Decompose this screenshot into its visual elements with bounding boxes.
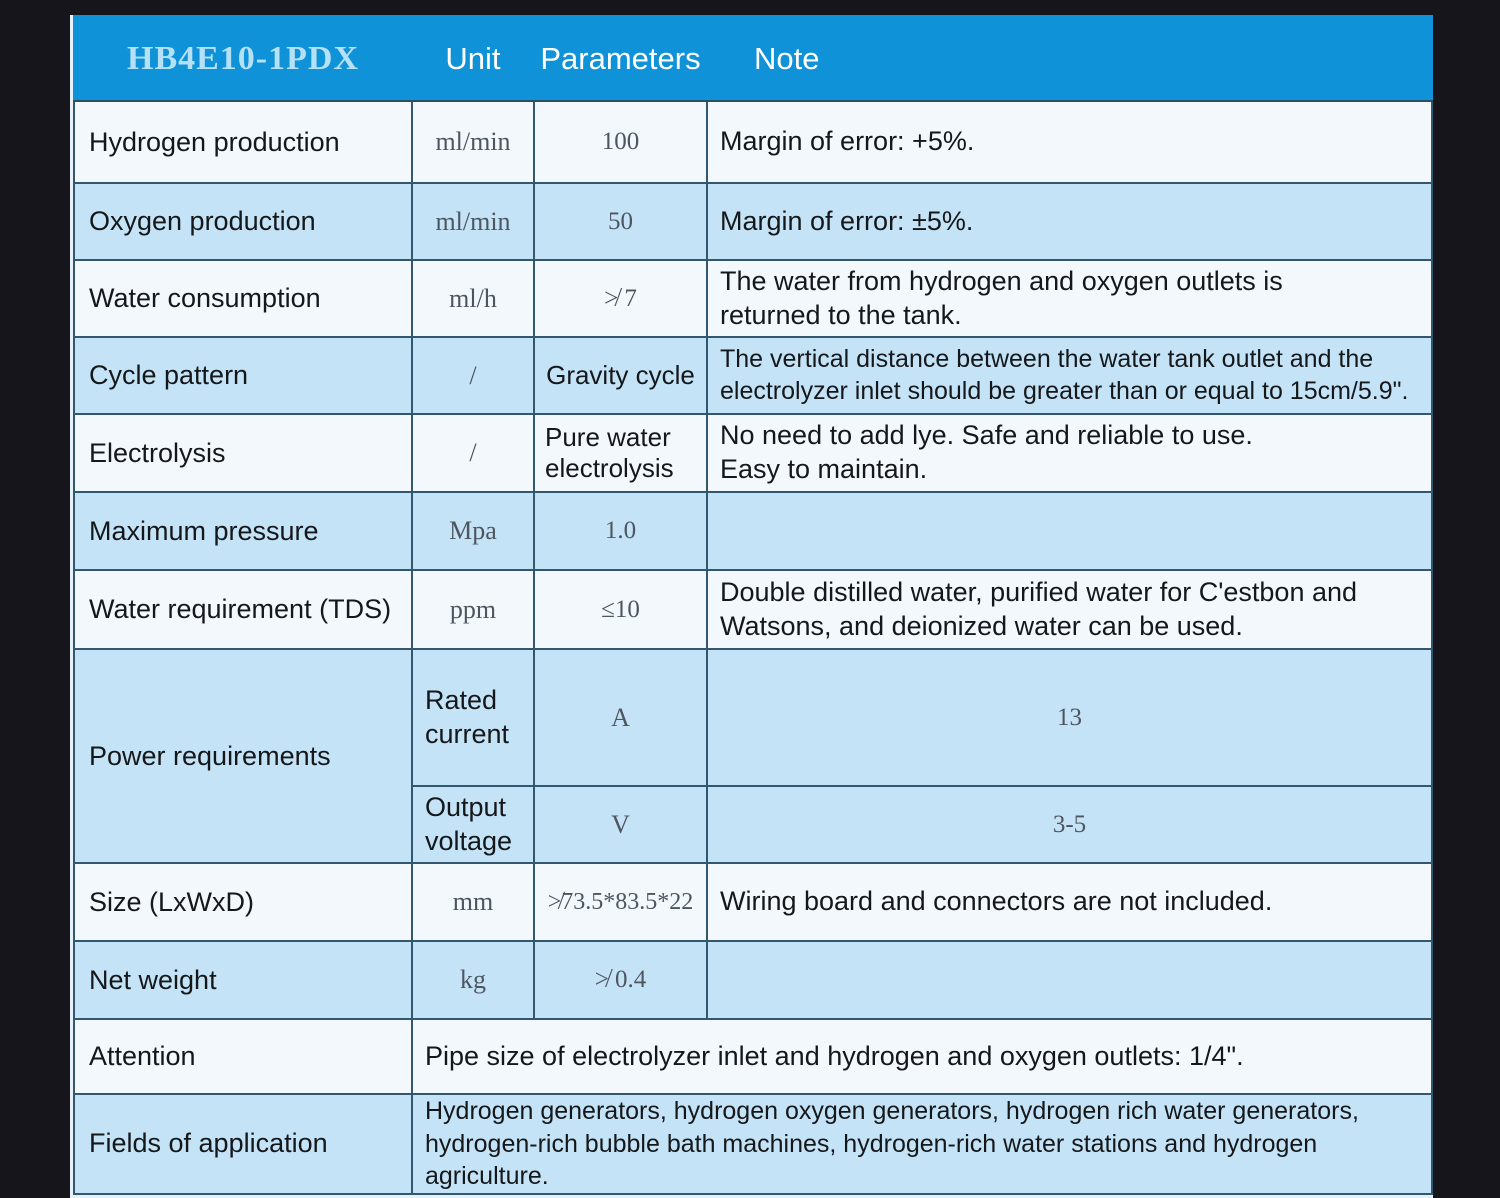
row-param: Gravity cycle: [533, 336, 708, 415]
spec-table: HB4E10-1PDX Unit Parameters Note Hydroge…: [73, 15, 1433, 1195]
row-attention: Attention Pipe size of electrolyzer inle…: [73, 1018, 1433, 1095]
row-label: Fields of application: [73, 1093, 413, 1195]
row-oxygen-production: Oxygen production ml/min 50 Margin of er…: [73, 182, 1433, 261]
row-power-output-voltage: Output voltage V 3-5: [74, 785, 1433, 864]
attention-value: Pipe size of electrolyzer inlet and hydr…: [411, 1018, 1433, 1095]
row-unit: Mpa: [411, 491, 535, 571]
row-unit: ml/min: [411, 100, 535, 184]
row-param: Pure water electrolysis: [533, 413, 708, 493]
header-unit: Unit: [411, 15, 535, 102]
row-label: Attention: [73, 1018, 413, 1095]
row-hydrogen-production: Hydrogen production ml/min 100 Margin of…: [73, 100, 1433, 184]
row-label: Net weight: [73, 940, 413, 1020]
row-unit: /: [411, 336, 535, 415]
row-param: 50: [533, 182, 708, 261]
row-note: [706, 491, 1433, 571]
row-param: ≯73.5*83.5*22: [533, 862, 708, 942]
row-size: Size (LxWxD) mm ≯73.5*83.5*22 Wiring boa…: [73, 862, 1433, 942]
row-label: Electrolysis: [73, 413, 413, 493]
row-unit: V: [533, 785, 708, 864]
header-note: Note: [706, 15, 1433, 102]
row-unit: ml/min: [411, 182, 535, 261]
row-power-rated-current: Power requirements Rated current A 13 Co…: [73, 648, 1433, 864]
row-label: Water requirement (TDS): [73, 569, 413, 650]
row-note: Double distilled water, purified water f…: [706, 569, 1433, 650]
row-param: 3-5: [706, 785, 1433, 864]
row-param: 13: [706, 648, 1433, 787]
power-sub-label: Output voltage: [411, 785, 535, 864]
row-unit: ml/h: [411, 259, 535, 338]
model-title: HB4E10-1PDX: [73, 15, 413, 102]
row-unit: ppm: [411, 569, 535, 650]
row-water-consumption: Water consumption ml/h ≯ 7 The water fro…: [73, 259, 1433, 338]
header-row: HB4E10-1PDX Unit Parameters Note: [73, 15, 1433, 102]
row-maximum-pressure: Maximum pressure Mpa 1.0: [73, 491, 1433, 571]
row-water-requirement: Water requirement (TDS) ppm ≤10 Double d…: [73, 569, 1433, 650]
row-label: Water consumption: [73, 259, 413, 338]
row-label: Maximum pressure: [73, 491, 413, 571]
row-note: The vertical distance between the water …: [706, 336, 1433, 415]
row-note: Margin of error: +5%.: [706, 100, 1433, 184]
row-note: [706, 940, 1433, 1020]
row-note: No need to add lye. Safe and reliable to…: [706, 413, 1433, 493]
row-param: 100: [533, 100, 708, 184]
row-param: ≯ 0.4: [533, 940, 708, 1020]
row-param: 1.0: [533, 491, 708, 571]
row-note: The water from hydrogen and oxygen outle…: [706, 259, 1433, 338]
row-unit: kg: [411, 940, 535, 1020]
row-net-weight: Net weight kg ≯ 0.4: [73, 940, 1433, 1020]
row-label: Cycle pattern: [73, 336, 413, 415]
row-fields-of-application: Fields of application Hydrogen generator…: [73, 1093, 1433, 1195]
row-unit: A: [533, 648, 708, 787]
row-param: ≯ 7: [533, 259, 708, 338]
row-label: Hydrogen production: [73, 100, 413, 184]
header-parameters: Parameters: [533, 15, 708, 102]
row-label: Size (LxWxD): [73, 862, 413, 942]
row-unit: /: [411, 413, 535, 493]
row-label: Oxygen production: [73, 182, 413, 261]
row-param: ≤10: [533, 569, 708, 650]
spec-table-container: HB4E10-1PDX Unit Parameters Note Hydroge…: [70, 15, 1433, 1198]
power-requirements-label: Power requirements: [73, 648, 413, 864]
row-cycle-pattern: Cycle pattern / Gravity cycle The vertic…: [73, 336, 1433, 415]
power-sub-label: Rated current: [411, 648, 535, 787]
row-unit: mm: [411, 862, 535, 942]
row-electrolysis: Electrolysis / Pure water electrolysis N…: [73, 413, 1433, 493]
fields-value: Hydrogen generators, hydrogen oxygen gen…: [411, 1093, 1433, 1195]
row-note: Wiring board and connectors are not incl…: [706, 862, 1433, 942]
row-note: Margin of error: ±5%.: [706, 182, 1433, 261]
